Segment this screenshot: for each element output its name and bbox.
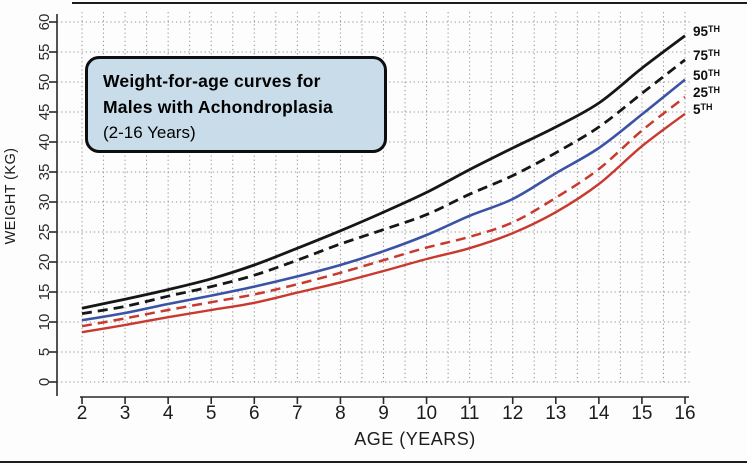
y-tick-label: 0 — [35, 377, 53, 387]
percentile-suffix: TH — [708, 23, 721, 34]
x-tick-label: 2 — [76, 403, 88, 424]
title-box: Weight-for-age curves for Males with Ach… — [85, 56, 387, 153]
y-axis-title: WEIGHT (KG) — [3, 147, 19, 245]
y-tick-label: 30 — [35, 193, 53, 211]
x-tick-label: 5 — [205, 403, 217, 424]
percentile-suffix: TH — [700, 101, 713, 112]
title-line-1: Weight-for-age curves for — [103, 71, 321, 91]
y-tick-label: 5 — [35, 347, 53, 357]
curve-50th — [81, 78, 686, 322]
percentile-number: 95 — [693, 23, 709, 39]
percentile-label-75th: 75TH — [693, 48, 743, 64]
y-tick-label: 40 — [35, 133, 53, 151]
y-tick-label: 10 — [35, 313, 53, 331]
percentile-number: 50 — [693, 67, 709, 83]
percentile-label-25th: 25TH — [693, 85, 743, 101]
percentile-label-95th: 95TH — [693, 24, 743, 40]
title-line-3: (2-16 Years) — [103, 123, 196, 142]
y-tick-label: 45 — [35, 103, 53, 121]
curve-25th — [81, 96, 686, 328]
y-tick-label: 35 — [35, 163, 53, 181]
y-tick-label: 55 — [35, 43, 53, 61]
bottom-border-rule — [0, 461, 747, 463]
x-tick-label: 12 — [502, 403, 524, 424]
curve-75th — [81, 58, 686, 315]
curve-95th — [81, 34, 686, 310]
x-tick-label: 15 — [631, 403, 653, 424]
x-tick-label: 9 — [378, 403, 389, 424]
x-tick-label: 14 — [588, 403, 610, 424]
x-tick-label: 6 — [248, 403, 260, 424]
title-line-2: Males with Achondroplasia — [103, 97, 333, 117]
percentile-number: 75 — [693, 47, 709, 63]
x-tick-label: 16 — [674, 403, 696, 424]
percentile-suffix: TH — [708, 67, 721, 78]
percentile-suffix: TH — [708, 85, 721, 95]
x-tick-label: 4 — [162, 403, 174, 424]
y-tick-label: 20 — [35, 253, 53, 271]
x-axis-title: AGE (YEARS) — [354, 429, 476, 449]
y-tick-label: 60 — [35, 13, 53, 31]
percentile-number: 25 — [693, 85, 709, 100]
y-tick-label: 15 — [35, 283, 53, 301]
percentile-label-50th: 50TH — [693, 68, 743, 84]
x-tick-label: 13 — [545, 403, 567, 424]
x-tick-label: 10 — [415, 403, 438, 424]
x-tick-label: 11 — [459, 403, 480, 424]
x-tick-label: 8 — [335, 403, 346, 424]
y-tick-label: 25 — [35, 223, 53, 241]
top-border-rule — [72, 2, 747, 4]
percentile-label-5th: 5TH — [693, 102, 743, 118]
x-tick-label: 3 — [119, 403, 131, 424]
percentile-number: 5 — [693, 101, 701, 117]
curve-5th — [81, 112, 686, 334]
x-tick-label: 7 — [292, 403, 303, 424]
percentile-suffix: TH — [708, 47, 721, 58]
y-tick-label: 50 — [35, 73, 53, 91]
